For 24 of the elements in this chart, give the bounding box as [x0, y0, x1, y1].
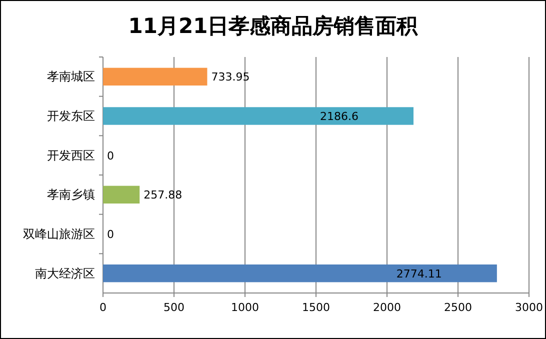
- data-label: 0: [107, 149, 114, 162]
- y-tick-label: 开发西区: [47, 148, 95, 162]
- data-label: 2774.11: [396, 267, 442, 280]
- x-tick-label: 0: [100, 301, 106, 314]
- x-tick-label: 1000: [231, 301, 259, 314]
- x-tick-label: 3000: [515, 301, 543, 314]
- y-tick-label: 双峰山旅游区: [23, 227, 95, 241]
- y-tick-label: 孝南城区: [47, 70, 95, 84]
- y-tick-label: 南大经济区: [35, 266, 95, 280]
- x-tick-label: 2500: [444, 301, 472, 314]
- x-tick-label: 1500: [302, 301, 330, 314]
- chart-title: 11月21日孝感商品房销售面积: [128, 14, 419, 38]
- bar: [103, 68, 208, 86]
- x-tick-label: 500: [164, 301, 184, 314]
- data-label: 0: [107, 228, 114, 241]
- data-label: 733.95: [211, 70, 250, 84]
- bar: [103, 186, 140, 204]
- y-tick-label: 开发东区: [47, 109, 95, 123]
- x-tick-label: 2000: [373, 301, 401, 314]
- data-label: 257.88: [144, 188, 182, 202]
- data-label: 2186.6: [320, 110, 358, 123]
- bar: [103, 107, 414, 125]
- y-tick-label: 孝南乡镇: [47, 188, 95, 202]
- bar: [103, 264, 497, 282]
